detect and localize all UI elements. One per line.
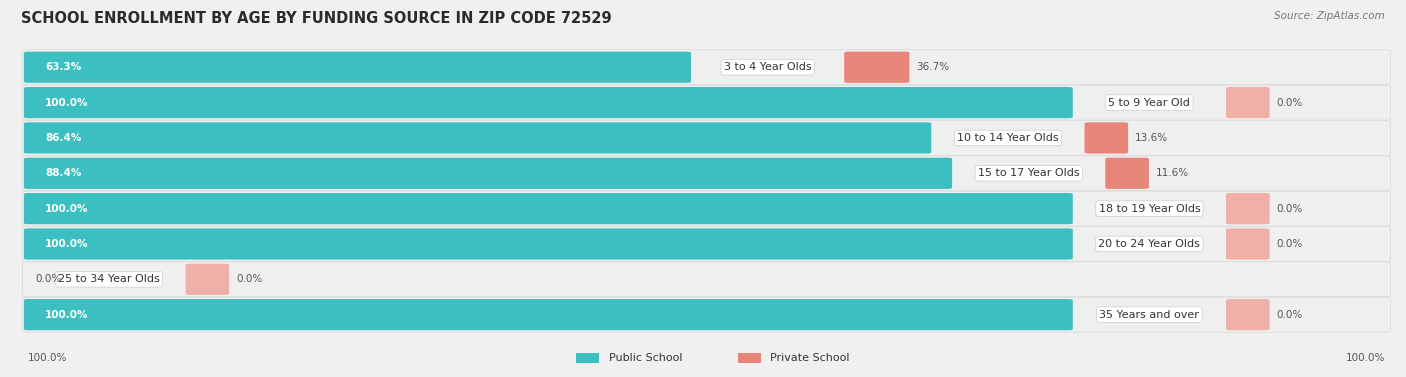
FancyBboxPatch shape — [1105, 158, 1149, 189]
Text: 100.0%: 100.0% — [45, 98, 89, 107]
FancyBboxPatch shape — [22, 262, 1391, 297]
Text: Private School: Private School — [770, 353, 851, 363]
FancyBboxPatch shape — [1226, 87, 1270, 118]
Text: 100.0%: 100.0% — [1346, 353, 1385, 363]
FancyBboxPatch shape — [1226, 193, 1270, 224]
FancyBboxPatch shape — [24, 122, 931, 153]
FancyBboxPatch shape — [22, 121, 1391, 155]
FancyBboxPatch shape — [24, 87, 1073, 118]
Text: 0.0%: 0.0% — [1277, 98, 1303, 107]
FancyBboxPatch shape — [1226, 299, 1270, 330]
Text: SCHOOL ENROLLMENT BY AGE BY FUNDING SOURCE IN ZIP CODE 72529: SCHOOL ENROLLMENT BY AGE BY FUNDING SOUR… — [21, 11, 612, 26]
Text: 15 to 17 Year Olds: 15 to 17 Year Olds — [979, 168, 1080, 178]
FancyBboxPatch shape — [22, 85, 1391, 120]
Text: 86.4%: 86.4% — [45, 133, 82, 143]
Text: 88.4%: 88.4% — [45, 168, 82, 178]
Text: 13.6%: 13.6% — [1135, 133, 1168, 143]
Text: 11.6%: 11.6% — [1156, 168, 1189, 178]
FancyBboxPatch shape — [22, 227, 1391, 262]
FancyBboxPatch shape — [1084, 122, 1128, 153]
Text: 0.0%: 0.0% — [1277, 239, 1303, 249]
Text: 18 to 19 Year Olds: 18 to 19 Year Olds — [1098, 204, 1201, 214]
Text: 0.0%: 0.0% — [1277, 310, 1303, 320]
Text: 35 Years and over: 35 Years and over — [1099, 310, 1199, 320]
Text: 10 to 14 Year Olds: 10 to 14 Year Olds — [957, 133, 1059, 143]
FancyBboxPatch shape — [24, 299, 1073, 330]
Text: 100.0%: 100.0% — [45, 204, 89, 214]
Text: 20 to 24 Year Olds: 20 to 24 Year Olds — [1098, 239, 1201, 249]
FancyBboxPatch shape — [22, 156, 1391, 191]
Text: Public School: Public School — [609, 353, 682, 363]
Text: 3 to 4 Year Olds: 3 to 4 Year Olds — [724, 62, 811, 72]
Text: 0.0%: 0.0% — [35, 274, 62, 284]
FancyBboxPatch shape — [738, 353, 761, 363]
Text: 0.0%: 0.0% — [236, 274, 263, 284]
Text: 0.0%: 0.0% — [1277, 204, 1303, 214]
FancyBboxPatch shape — [24, 158, 952, 189]
FancyBboxPatch shape — [24, 193, 1073, 224]
FancyBboxPatch shape — [22, 191, 1391, 226]
FancyBboxPatch shape — [1226, 228, 1270, 259]
Text: 100.0%: 100.0% — [45, 310, 89, 320]
FancyBboxPatch shape — [576, 353, 599, 363]
Text: 63.3%: 63.3% — [45, 62, 82, 72]
FancyBboxPatch shape — [24, 228, 1073, 259]
FancyBboxPatch shape — [844, 52, 910, 83]
FancyBboxPatch shape — [186, 264, 229, 295]
Text: 5 to 9 Year Old: 5 to 9 Year Old — [1108, 98, 1191, 107]
Text: 36.7%: 36.7% — [917, 62, 949, 72]
FancyBboxPatch shape — [22, 297, 1391, 332]
Text: 100.0%: 100.0% — [45, 239, 89, 249]
Text: Source: ZipAtlas.com: Source: ZipAtlas.com — [1274, 11, 1385, 21]
Text: 100.0%: 100.0% — [28, 353, 67, 363]
FancyBboxPatch shape — [24, 52, 690, 83]
FancyBboxPatch shape — [22, 50, 1391, 85]
Text: 25 to 34 Year Olds: 25 to 34 Year Olds — [58, 274, 160, 284]
